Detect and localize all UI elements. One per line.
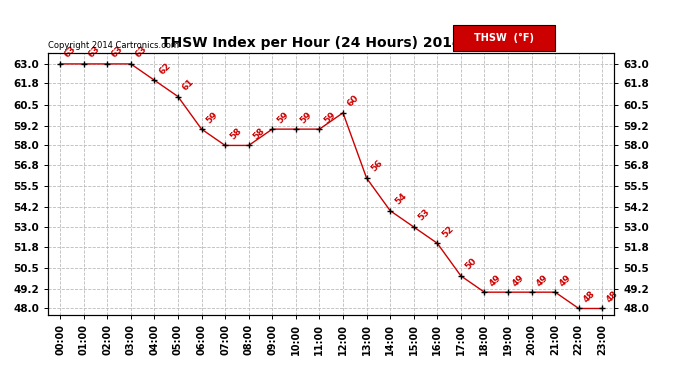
Text: 59: 59 [299,110,314,125]
Text: 53: 53 [417,208,432,223]
Text: 48: 48 [582,289,597,304]
Text: 60: 60 [346,93,361,109]
Text: 62: 62 [157,61,172,76]
Text: 58: 58 [228,126,243,141]
Text: Copyright 2014 Cartronics.com: Copyright 2014 Cartronics.com [48,41,179,50]
Text: 63: 63 [86,45,101,60]
Text: 49: 49 [511,273,526,288]
Text: 58: 58 [251,126,266,141]
Text: 63: 63 [134,45,149,60]
Text: 49: 49 [487,273,502,288]
Text: 49: 49 [534,273,550,288]
Text: 59: 59 [322,110,337,125]
Text: 56: 56 [369,159,384,174]
FancyBboxPatch shape [453,25,555,51]
Text: 63: 63 [63,45,78,60]
Text: 48: 48 [605,289,620,304]
Text: THSW  (°F): THSW (°F) [474,33,534,43]
Text: 50: 50 [464,256,479,272]
Text: 61: 61 [181,77,196,92]
Text: 54: 54 [393,191,408,207]
Title: THSW Index per Hour (24 Hours) 20141014: THSW Index per Hour (24 Hours) 20141014 [161,36,501,50]
Text: 59: 59 [204,110,219,125]
Text: 52: 52 [440,224,455,239]
Text: 63: 63 [110,45,125,60]
Text: 49: 49 [558,273,573,288]
Text: 59: 59 [275,110,290,125]
